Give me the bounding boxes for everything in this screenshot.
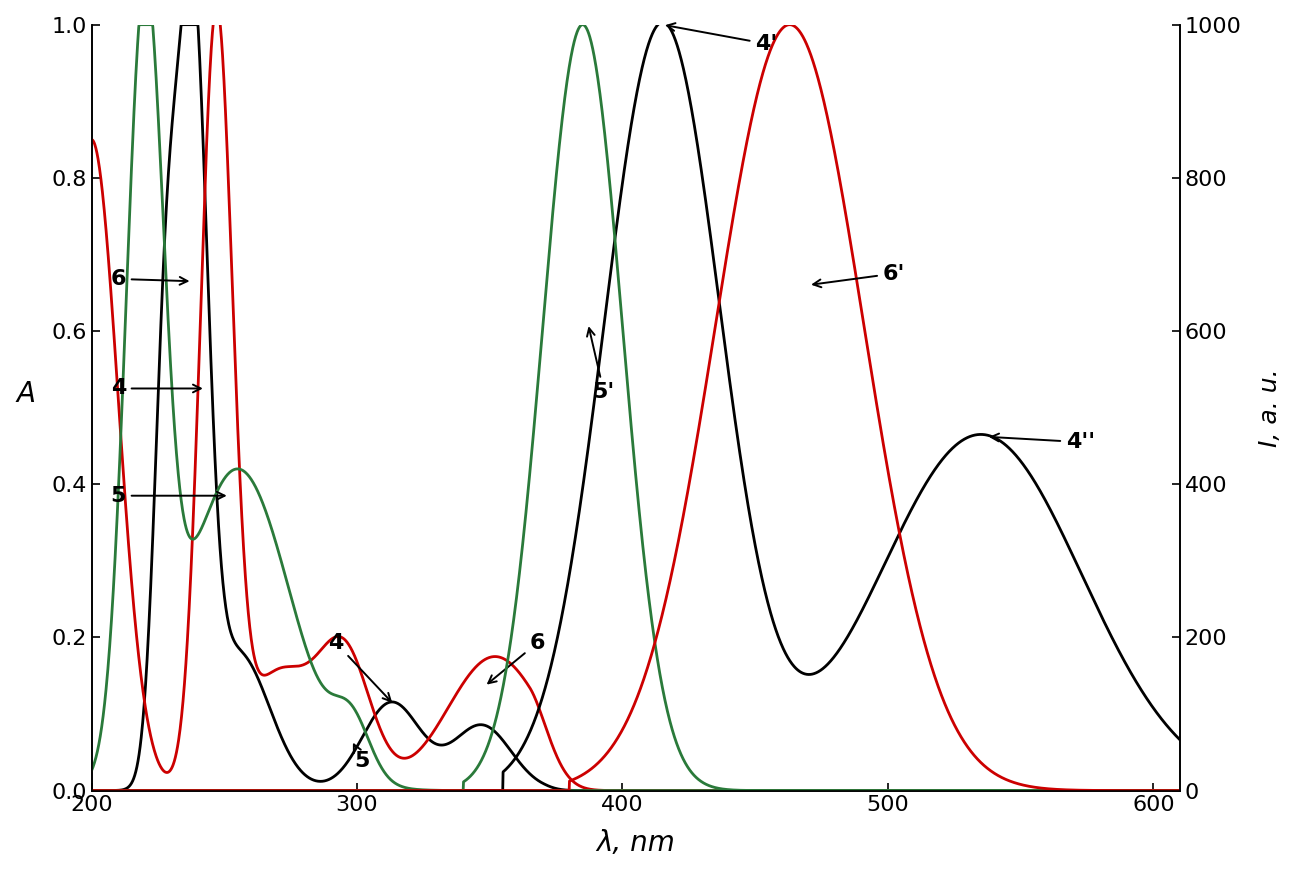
Text: 5: 5 — [353, 745, 370, 772]
Text: 5': 5' — [587, 329, 614, 402]
Text: 4: 4 — [329, 633, 391, 701]
Text: 4'': 4'' — [991, 432, 1095, 452]
Text: 6': 6' — [813, 264, 905, 288]
Y-axis label: I, a. u.: I, a. u. — [1259, 368, 1282, 447]
Text: 4': 4' — [668, 23, 777, 54]
Y-axis label: A: A — [17, 379, 35, 407]
Text: 4: 4 — [110, 378, 201, 399]
Text: 6: 6 — [110, 269, 187, 289]
Text: 5: 5 — [110, 486, 225, 506]
X-axis label: λ, nm: λ, nm — [596, 829, 675, 857]
Text: 6: 6 — [488, 633, 546, 683]
